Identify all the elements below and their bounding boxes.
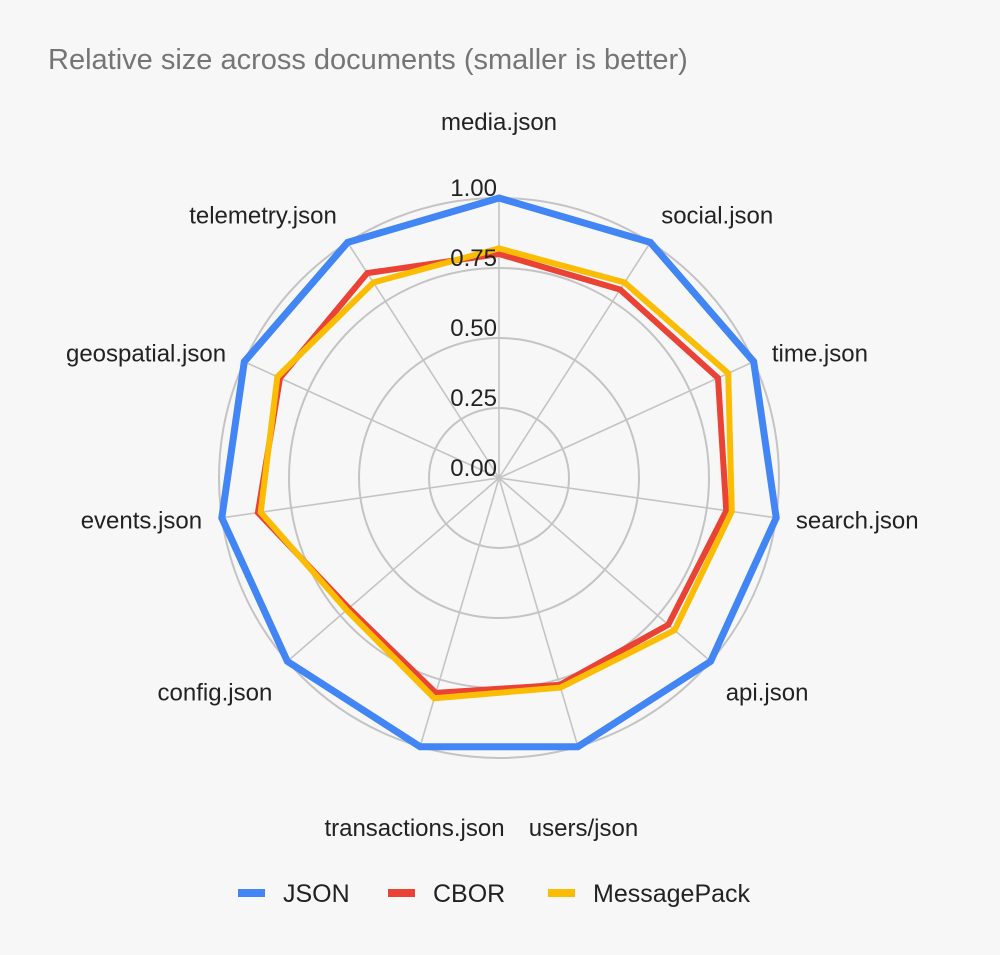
- legend-item-cbor[interactable]: CBOR: [388, 880, 505, 908]
- category-label: geospatial.json: [66, 340, 226, 367]
- category-label: social.json: [661, 203, 773, 230]
- category-label: time.json: [772, 340, 868, 367]
- legend-label: CBOR: [433, 880, 505, 908]
- category-label: transactions.json: [324, 815, 504, 842]
- series-line-json: [218, 194, 780, 751]
- legend-item-messagepack[interactable]: MessagePack: [548, 880, 751, 908]
- legend-item-json[interactable]: JSON: [238, 880, 350, 908]
- radial-tick-label: 0.50: [450, 315, 497, 342]
- grid-spoke: [286, 477, 500, 662]
- grid-spoke: [498, 477, 579, 747]
- legend: JSON CBOR MessagePack: [238, 880, 751, 908]
- radial-tick-label: 0.25: [450, 385, 497, 412]
- legend-label: MessagePack: [593, 880, 751, 908]
- radial-tick-label: 0.00: [450, 455, 497, 482]
- legend-label: JSON: [283, 880, 350, 908]
- category-label: api.json: [726, 680, 809, 707]
- category-label: config.json: [158, 680, 273, 707]
- category-label: search.json: [796, 508, 919, 535]
- series-layer: [218, 194, 780, 751]
- grid-spoke: [498, 360, 755, 479]
- grid-spoke: [243, 360, 500, 479]
- chart-title: Relative size across documents (smaller …: [48, 44, 688, 76]
- radial-tick-label: 0.75: [450, 245, 497, 272]
- grid-spoke: [419, 477, 500, 747]
- category-label-layer: media.json social.json time.json search.jso…: [66, 109, 919, 842]
- radial-tick-layer: 0.00 0.25 0.50 0.75 1.00: [450, 175, 497, 482]
- grid-spoke: [498, 477, 712, 662]
- category-label: telemetry.json: [189, 203, 337, 230]
- series-line-messagepack: [257, 245, 735, 702]
- grid-spoke: [221, 477, 500, 519]
- category-label: events.json: [81, 508, 202, 535]
- category-label: users/json: [529, 815, 638, 842]
- radial-tick-label: 1.00: [450, 175, 497, 202]
- category-label: media.json: [441, 109, 557, 136]
